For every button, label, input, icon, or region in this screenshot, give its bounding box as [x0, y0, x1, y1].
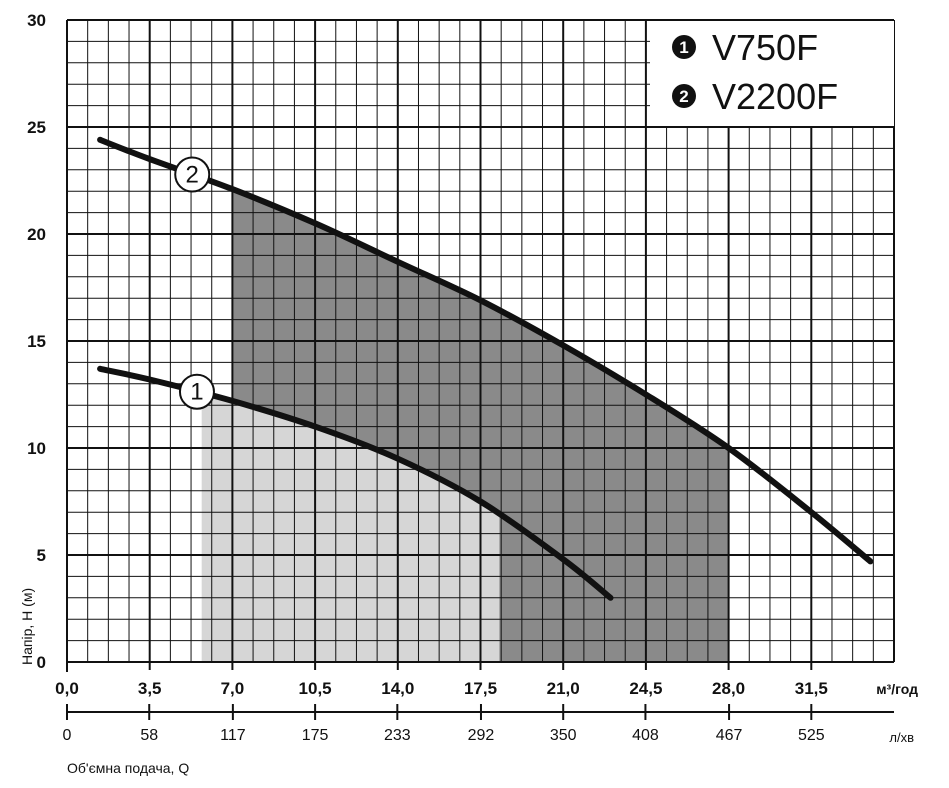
x-tick-label: 31,5 — [795, 679, 828, 698]
x-tick-label: 17,5 — [464, 679, 497, 698]
legend-badge-1 — [672, 35, 696, 59]
operating-range-V750F — [201, 393, 500, 662]
secondary-x-tick-label: 350 — [550, 727, 577, 744]
x-tick-label: 21,0 — [547, 679, 580, 698]
y-tick-label: 5 — [37, 546, 46, 565]
curve-marker-2 — [174, 156, 211, 193]
curve-marker-1 — [178, 373, 215, 410]
y-tick-label: 15 — [27, 332, 46, 351]
curve-markers: 12 — [174, 156, 215, 410]
x-unit-label: м³/год — [876, 681, 918, 697]
curves — [97, 136, 874, 601]
secondary-x-tick-label: 0 — [63, 727, 72, 744]
curve-marker-label: 1 — [190, 379, 203, 406]
x-tick-label: 10,5 — [299, 679, 332, 698]
x-tick-label: 7,0 — [221, 679, 245, 698]
secondary-x-tick-label: 408 — [632, 727, 659, 744]
secondary-x-tick-label: 117 — [220, 727, 246, 744]
secondary-x-tick-label: 525 — [798, 727, 825, 744]
legend: 1 V750F 2 V2200F — [650, 21, 894, 126]
legend-entry-V750F: V750F — [712, 27, 818, 68]
curve-V2200F — [97, 136, 874, 565]
x-tick-label: 14,0 — [381, 679, 414, 698]
secondary-x-tick-label: 292 — [468, 727, 495, 744]
curve-V750F — [97, 365, 614, 601]
grid — [66, 19, 895, 663]
legend-badge-number: 2 — [679, 87, 688, 106]
x-tick-label: 28,0 — [712, 679, 745, 698]
y-tick-label: 10 — [27, 439, 46, 458]
y-tick-label: 0 — [37, 653, 46, 672]
y-tick-label: 30 — [27, 11, 46, 30]
y-tick-label: 25 — [27, 118, 46, 137]
y-axis-title: Напір, Н (м) — [19, 588, 35, 665]
legend-entry-V2200F: V2200F — [712, 76, 838, 117]
secondary-x-tick-label: 58 — [140, 727, 158, 744]
legend-badge-number: 1 — [679, 38, 688, 57]
secondary-x-tick-label: 467 — [716, 727, 743, 744]
x-tick-label: 3,5 — [138, 679, 162, 698]
x-axis-title: Об'ємна подача, Q — [67, 760, 189, 776]
x-tick-label: 0,0 — [55, 679, 79, 698]
secondary-x-tick-label: 233 — [384, 727, 411, 744]
secondary-x-unit-label: л/хв — [889, 730, 914, 745]
curve-marker-label: 2 — [186, 162, 199, 189]
axis-labels: Об'ємна подача, Q Напір, Н (м) — [19, 588, 189, 776]
y-tick-label: 20 — [27, 225, 46, 244]
secondary-x-tick-label: 175 — [302, 727, 329, 744]
x-tick-label: 24,5 — [629, 679, 662, 698]
legend-badge-2 — [672, 84, 696, 108]
operating-ranges — [201, 189, 729, 662]
